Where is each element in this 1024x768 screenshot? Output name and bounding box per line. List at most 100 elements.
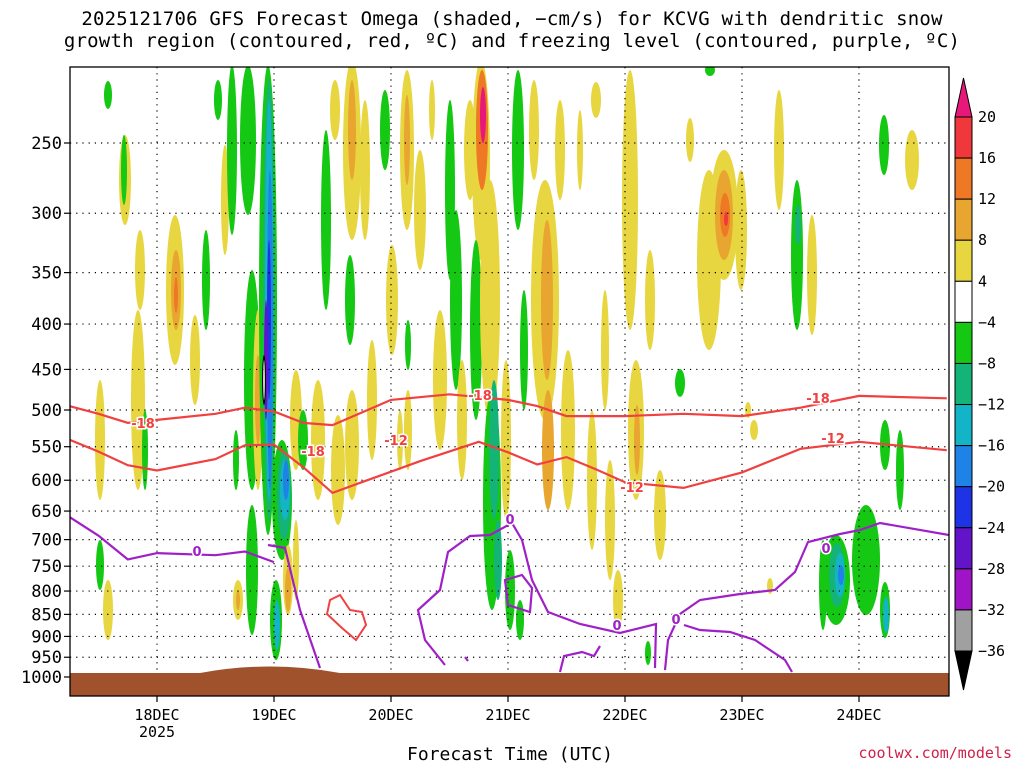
x-tick-label: 22DEC [602, 706, 647, 724]
omega-shade [255, 355, 261, 445]
colorbar-label: 8 [978, 231, 987, 249]
contour-label: -12 [821, 432, 845, 447]
omega-shade [457, 360, 467, 480]
omega-shade [404, 95, 410, 185]
omega-shade [516, 600, 524, 640]
colorbar-swatch [954, 198, 973, 241]
x-tick-label: 19DEC [251, 706, 296, 724]
omega-shade [555, 100, 565, 200]
y-tick-label: 350 [31, 264, 62, 284]
contour-labels: -18 -18 -18 -18 -12 -12 -12 0 0 0 0 0 [130, 388, 847, 636]
omega-shade [529, 80, 539, 180]
y-axis: 2503003504004505005506006507007508008509… [21, 134, 70, 688]
colorbar-swatch [954, 404, 973, 447]
colorbar-label: −12 [978, 396, 1005, 414]
colorbar-swatch [954, 486, 973, 529]
colorbar-swatch [954, 445, 973, 488]
chart-title-line-2: growth region (contoured, red, ºC) and f… [63, 30, 961, 52]
colorbar-swatch [954, 527, 973, 570]
colorbar-swatch [954, 116, 973, 159]
omega-shade [686, 118, 694, 162]
omega-shade [221, 145, 229, 255]
omega-shade [142, 410, 148, 490]
y-tick-label: 750 [31, 557, 62, 577]
contour-label: -18 [468, 389, 492, 404]
temperature-contours [70, 393, 947, 564]
omega-shade [285, 568, 291, 612]
omega-shade [121, 135, 127, 205]
omega-shade [293, 520, 299, 600]
omega-shade [331, 415, 345, 525]
contour-label: 0 [821, 542, 830, 557]
plot-frame [69, 66, 950, 697]
omega-shade [103, 580, 113, 640]
contour-label: 0 [192, 545, 201, 560]
omega-shade [283, 460, 289, 500]
colorbar-bottom-arrow [954, 650, 973, 691]
omega-shade [95, 380, 105, 500]
colorbar-label: 16 [978, 149, 996, 167]
colorbar-label: −16 [978, 437, 1005, 455]
omega-shade [705, 67, 715, 76]
freezing-level-contour-segment [416, 521, 658, 669]
omega-shade [298, 410, 308, 470]
omega-shade [321, 130, 331, 310]
omega-shade [263, 360, 265, 400]
omega-shade [724, 212, 728, 226]
omega-shade [190, 315, 200, 405]
dendritic-contour-loop [325, 593, 368, 642]
colorbar-swatch [954, 362, 973, 406]
chart-title: 2025121706 GFS Forecast Omega (shaded, −… [0, 8, 1024, 52]
omega-shade [380, 90, 390, 170]
omega-shade [330, 80, 340, 140]
omega-shade [131, 310, 145, 490]
omega-shade [227, 67, 237, 235]
y-tick-label: 400 [31, 315, 62, 335]
omega-shade [587, 410, 597, 550]
omega-shade [645, 641, 651, 665]
y-tick-label: 650 [31, 502, 62, 522]
omega-shade [202, 230, 210, 330]
contour-line-1 [70, 438, 947, 495]
omega-shade [274, 600, 280, 650]
omega-shade [795, 205, 801, 245]
omega-shade [601, 290, 609, 410]
omega-shade [735, 170, 747, 290]
freezing-level-contour-segment [663, 521, 949, 671]
freezing-level-contour-segment [503, 573, 534, 614]
omega-shade [233, 430, 239, 490]
contour-label: -18 [131, 417, 155, 432]
omega-shade [345, 255, 355, 345]
y-tick-label: 950 [31, 648, 62, 668]
omega-shade [807, 215, 817, 335]
x-tick-sublabel: 2025 [139, 723, 175, 741]
omega-shade [367, 340, 377, 460]
contour-line-2 [70, 516, 275, 564]
omega-shade [174, 277, 178, 313]
x-tick-label: 23DEC [719, 706, 764, 724]
colorbar-swatch [954, 239, 973, 282]
freezing-level-contour-segment [683, 623, 793, 673]
omega-shade [654, 470, 666, 560]
colorbar-swatch [954, 157, 973, 200]
omega-shade [634, 405, 640, 475]
omega-shade [397, 410, 403, 470]
colorbar: 20 16 12 8 4 −4 −8 −12 −16 −20 −24 −28 −32 −36 [954, 77, 1005, 691]
y-tick-label: 250 [31, 134, 62, 154]
omega-shade [791, 180, 803, 330]
y-tick-label: 800 [31, 582, 62, 602]
omega-shade [96, 540, 104, 590]
colorbar-label: 4 [978, 272, 987, 290]
omega-shade [470, 240, 482, 420]
x-tick-label: 24DEC [836, 706, 881, 724]
omega-shade [542, 390, 554, 510]
omega-shade [512, 70, 524, 230]
omega-shade [613, 570, 623, 630]
omega-shade [135, 230, 145, 310]
grid-lines [70, 67, 949, 696]
y-tick-label: 1000 [21, 668, 62, 688]
omega-shade [429, 80, 435, 140]
colorbar-label: −36 [978, 642, 1005, 660]
omega-shade [750, 420, 758, 440]
